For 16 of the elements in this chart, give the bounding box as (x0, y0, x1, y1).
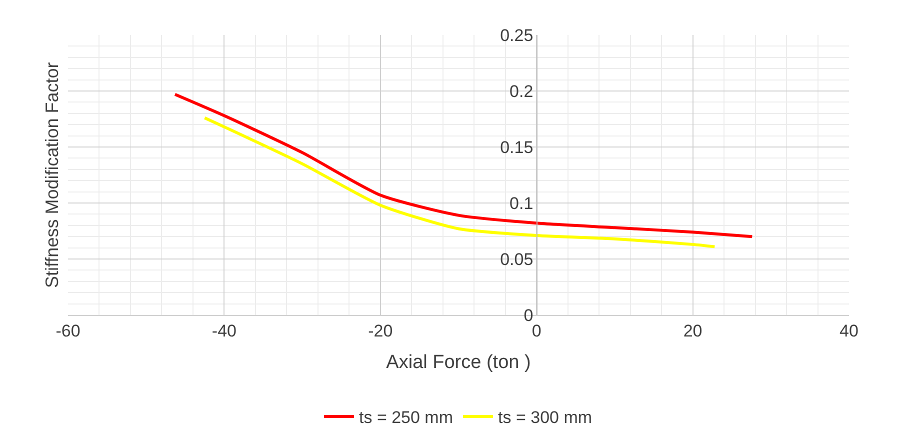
y-tick-label: 0.05 (500, 250, 534, 269)
legend-label: ts = 300 mm (498, 408, 592, 428)
x-tick-label: -40 (212, 321, 236, 340)
line-series (203, 116, 716, 248)
y-tick-label: 0.15 (500, 138, 534, 157)
x-tick-label: 40 (840, 321, 858, 340)
y-tick-label: 0.25 (500, 26, 534, 45)
y-axis-title: Stiffness Modification Factor (42, 62, 62, 288)
y-tick-label: 0 (524, 306, 534, 325)
x-tick-label: -20 (368, 321, 393, 340)
legend-label: ts = 250 mm (359, 408, 454, 428)
x-tick-label: 20 (683, 321, 702, 340)
x-tick-label: -60 (56, 321, 80, 340)
y-tick-label: 0.1 (510, 194, 534, 213)
x-axis-title: Axial Force (ton ) (386, 352, 531, 374)
y-tick-label: 0.2 (510, 82, 534, 101)
